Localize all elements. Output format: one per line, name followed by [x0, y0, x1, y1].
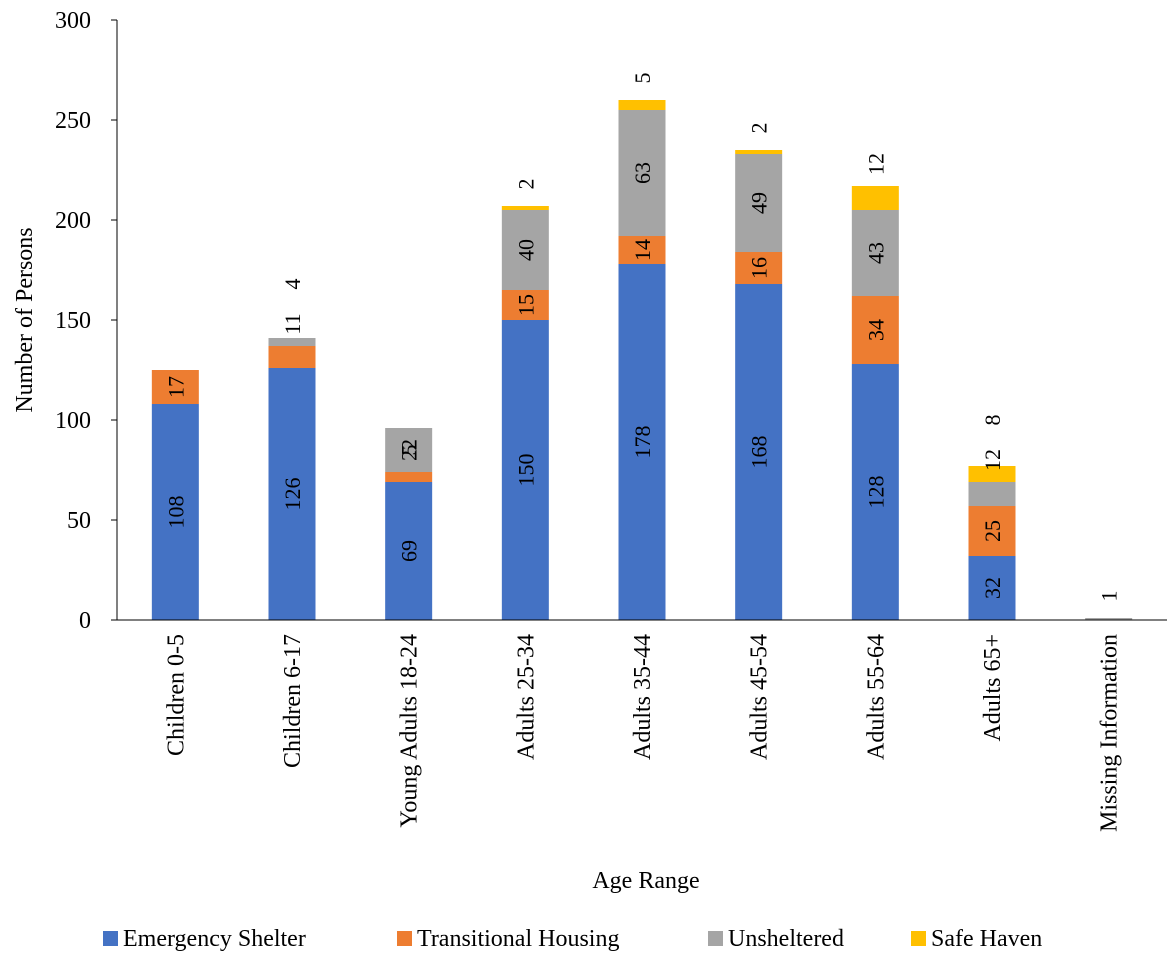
- data-label-safe-haven-adults-55-64: 12: [863, 153, 888, 175]
- bar-unsheltered-adults-25-34: [501, 210, 549, 290]
- data-label-emergency-shelter-adults-25-34: 150: [513, 454, 538, 487]
- bar-unsheltered-adults-65: [968, 482, 1016, 506]
- data-label-unsheltered-children-6-17: 4: [280, 279, 305, 290]
- data-label-unsheltered-missing-information: 1: [1097, 591, 1122, 602]
- data-label-safe-haven-adults-65: 8: [980, 415, 1005, 426]
- bar-safe-haven-adults-35-44: [618, 100, 666, 110]
- bar-unsheltered-adults-45-54: [735, 154, 783, 252]
- legend-label-safe-haven: Safe Haven: [931, 926, 1042, 952]
- data-label-transitional-housing-children-0-5: 17: [163, 376, 188, 398]
- bar-transitional-housing-adults-55-64: [851, 296, 899, 364]
- data-label-unsheltered-adults-35-44: 63: [630, 162, 655, 184]
- legend-swatch-safe-haven: [911, 931, 926, 946]
- y-axis-ticks: 0 50 100 150 200 250 300: [55, 8, 117, 634]
- data-label-transitional-housing-adults-45-54: 16: [747, 257, 772, 279]
- legend-swatch-unsheltered: [708, 931, 723, 946]
- bar-transitional-housing-adults-25-34: [501, 290, 549, 320]
- data-label-emergency-shelter-adults-45-54: 168: [747, 436, 772, 469]
- bars: [151, 100, 1133, 620]
- data-label-emergency-shelter-children-6-17: 126: [280, 478, 305, 511]
- data-label-transitional-housing-young-adults-18-24: 5: [397, 445, 422, 456]
- bar-safe-haven-adults-55-64: [851, 186, 899, 210]
- category-labels: Children 0-5 Children 6-17 Young Adults 18…: [163, 634, 1122, 832]
- y-tick-label: 150: [55, 308, 91, 334]
- bar-emergency-shelter-adults-25-34: [501, 320, 549, 620]
- bar-unsheltered-children-6-17: [268, 338, 316, 346]
- category-label-adults-55-64: Adults 55-64: [863, 634, 889, 760]
- data-label-transitional-housing-adults-25-34: 15: [513, 294, 538, 316]
- category-label-young-adults-18-24: Young Adults 18-24: [397, 634, 423, 828]
- legend: Emergency Shelter Transitional Housing Uns…: [103, 926, 1042, 952]
- data-label-emergency-shelter-adults-35-44: 178: [630, 426, 655, 459]
- bar-emergency-shelter-young-adults-18-24: [385, 482, 433, 620]
- category-label-children-6-17: Children 6-17: [280, 634, 306, 768]
- bar-safe-haven-adults-25-34: [501, 206, 549, 210]
- data-label-safe-haven-adults-25-34: 2: [513, 179, 538, 190]
- legend-label-unsheltered: Unsheltered: [728, 926, 844, 952]
- bar-safe-haven-adults-65: [968, 466, 1016, 482]
- bar-transitional-housing-adults-65: [968, 506, 1016, 556]
- x-axis-title: Age Range: [592, 868, 699, 894]
- data-label-transitional-housing-children-6-17: 11: [280, 313, 305, 334]
- data-labels: 1081712611469522150154021781463516816492…: [163, 73, 1121, 602]
- bar-transitional-housing-young-adults-18-24: [385, 472, 433, 482]
- category-label-missing-information: Missing Information: [1097, 634, 1123, 832]
- data-label-unsheltered-adults-55-64: 43: [863, 242, 888, 264]
- category-label-adults-35-44: Adults 35-44: [630, 634, 656, 760]
- data-label-transitional-housing-adults-65: 25: [980, 520, 1005, 542]
- legend-label-emergency-shelter: Emergency Shelter: [123, 926, 306, 952]
- bar-safe-haven-adults-45-54: [735, 150, 783, 154]
- bar-transitional-housing-adults-45-54: [735, 252, 783, 284]
- bar-transitional-housing-adults-35-44: [618, 236, 666, 264]
- bar-emergency-shelter-adults-55-64: [851, 364, 899, 620]
- data-label-emergency-shelter-children-0-5: 108: [163, 496, 188, 529]
- category-label-adults-45-54: Adults 45-54: [747, 634, 773, 760]
- bar-transitional-housing-children-6-17: [268, 346, 316, 368]
- data-label-transitional-housing-adults-55-64: 34: [863, 319, 888, 341]
- bar-emergency-shelter-children-0-5: [151, 404, 199, 620]
- data-label-emergency-shelter-adults-65: 32: [980, 577, 1005, 599]
- legend-swatch-transitional-housing: [397, 931, 412, 946]
- data-label-safe-haven-adults-35-44: 5: [630, 73, 655, 84]
- data-label-unsheltered-adults-45-54: 49: [747, 192, 772, 214]
- data-label-unsheltered-adults-25-34: 40: [513, 239, 538, 261]
- data-label-safe-haven-adults-45-54: 2: [747, 123, 772, 134]
- data-label-emergency-shelter-young-adults-18-24: 69: [397, 540, 422, 562]
- category-label-adults-25-34: Adults 25-34: [513, 634, 539, 760]
- category-label-adults-65: Adults 65+: [980, 634, 1006, 742]
- y-tick-label: 300: [55, 8, 91, 34]
- bar-unsheltered-missing-information: [1085, 618, 1133, 620]
- y-tick-label: 200: [55, 208, 91, 234]
- y-axis-title: Number of Persons: [12, 227, 38, 412]
- data-label-transitional-housing-adults-35-44: 14: [630, 239, 655, 261]
- bar-emergency-shelter-adults-45-54: [735, 284, 783, 620]
- bar-emergency-shelter-adults-35-44: [618, 264, 666, 620]
- bar-unsheltered-adults-35-44: [618, 110, 666, 236]
- y-tick-label: 250: [55, 108, 91, 134]
- y-tick-label: 0: [79, 608, 91, 634]
- legend-label-transitional-housing: Transitional Housing: [417, 926, 619, 952]
- data-label-unsheltered-young-adults-18-24: 22: [397, 439, 422, 461]
- bar-unsheltered-young-adults-18-24: [385, 428, 433, 472]
- legend-swatch-emergency-shelter: [103, 931, 118, 946]
- bar-transitional-housing-children-0-5: [151, 370, 199, 404]
- y-tick-label: 50: [67, 508, 91, 534]
- bar-emergency-shelter-adults-65: [968, 556, 1016, 620]
- y-tick-label: 100: [55, 408, 91, 434]
- bar-emergency-shelter-children-6-17: [268, 368, 316, 620]
- bar-unsheltered-adults-55-64: [851, 210, 899, 296]
- category-label-children-0-5: Children 0-5: [163, 634, 189, 756]
- data-label-emergency-shelter-adults-55-64: 128: [863, 476, 888, 509]
- data-label-unsheltered-adults-65: 12: [980, 449, 1005, 471]
